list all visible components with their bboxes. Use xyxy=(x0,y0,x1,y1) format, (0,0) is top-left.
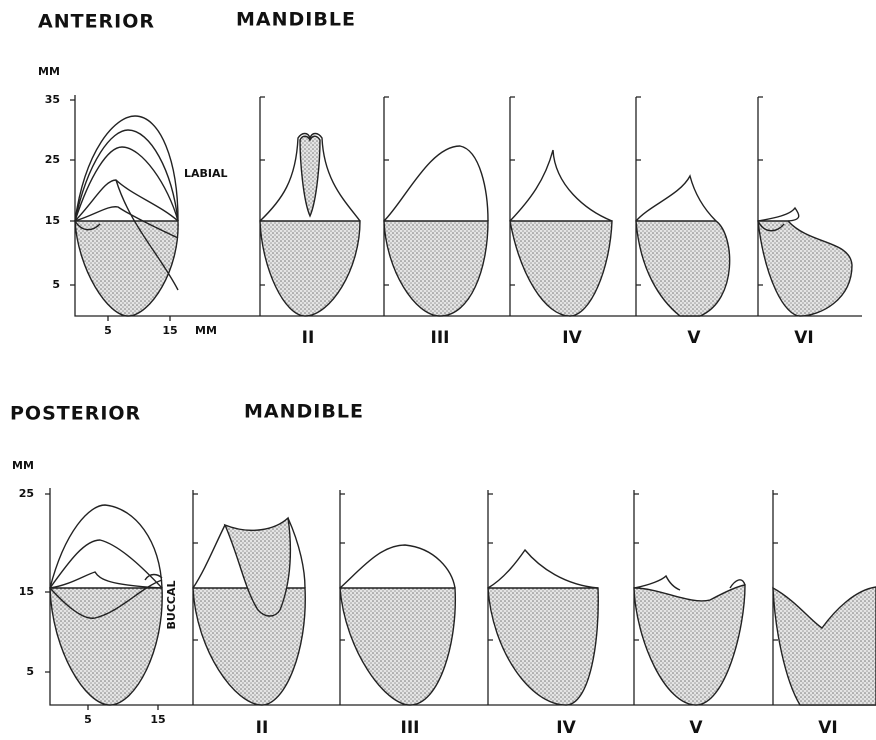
anterior-sections xyxy=(75,116,852,316)
x-tick-label: 15 xyxy=(150,713,165,726)
section-title: ANTERIOR xyxy=(38,11,155,33)
section-label: II xyxy=(256,718,269,738)
section-label: III xyxy=(431,328,450,348)
section-label: III xyxy=(401,718,420,738)
section-subtitle: MANDIBLE xyxy=(244,401,364,423)
section-label: IV xyxy=(562,328,582,348)
x-tick-label: 15 xyxy=(162,324,177,337)
section-subtitle: MANDIBLE xyxy=(236,9,356,31)
y-tick-label: 5 xyxy=(26,665,34,678)
section-label: VI xyxy=(794,328,813,348)
x-tick-label: 5 xyxy=(104,324,112,337)
unit-label: MM xyxy=(38,65,60,78)
y-tick-label: 25 xyxy=(45,153,60,166)
y-tick-label: 25 xyxy=(19,487,34,500)
section-label: IV xyxy=(556,718,576,738)
section-title: POSTERIOR xyxy=(10,403,141,425)
figure: ANTERIOR MANDIBLE MM 35 25 15 5 LABIAL 5… xyxy=(0,0,876,740)
y-tick-label: 15 xyxy=(45,214,60,227)
section-label: V xyxy=(687,328,701,348)
y-tick-label: 15 xyxy=(19,585,34,598)
section-label: V xyxy=(689,718,703,738)
y-tick-label: 5 xyxy=(52,278,60,291)
section-label: VI xyxy=(818,718,837,738)
side-label: BUCCAL xyxy=(165,581,178,630)
section-label: II xyxy=(302,328,315,348)
unit-label: MM xyxy=(12,459,34,472)
side-label: LABIAL xyxy=(184,167,228,180)
x-tick-label: 5 xyxy=(84,713,92,726)
x-unit-label: MM xyxy=(195,324,217,337)
y-tick-label: 35 xyxy=(45,93,60,106)
